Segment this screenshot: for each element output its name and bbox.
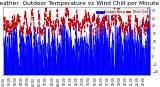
Title: Milwaukee Weather  Outdoor Temperature vs Wind Chill per Minute (24 Hours): Milwaukee Weather Outdoor Temperature vs… <box>0 1 160 6</box>
Legend: Outdoor Temp, Wind Chill: Outdoor Temp, Wind Chill <box>96 9 149 15</box>
